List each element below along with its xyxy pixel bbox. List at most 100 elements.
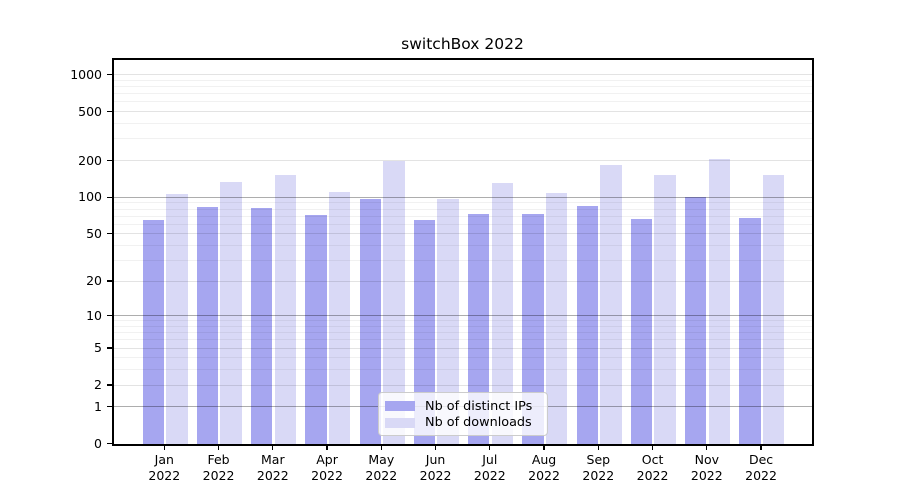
ytick-label-1000: 1000 — [70, 66, 102, 82]
gridline-minor-9 — [114, 320, 812, 322]
xtick-label-aug: Aug 2022 — [528, 451, 560, 484]
bar-distinct-ips-jan — [142, 219, 164, 444]
ytick-mark-0 — [106, 443, 112, 445]
xtick-mark-may — [380, 445, 382, 451]
gridline-50 — [114, 233, 812, 235]
legend-label-distinct-ips: Nb of distinct IPs — [425, 398, 533, 414]
bar-downloads-feb — [220, 181, 242, 444]
xtick-label-apr: Apr 2022 — [311, 451, 343, 484]
bar-downloads-jul — [491, 183, 514, 444]
gridline-500 — [114, 111, 812, 113]
ytick-mark-500 — [106, 111, 112, 113]
xtick-label-oct: Oct 2022 — [636, 451, 669, 484]
ytick-label-500: 500 — [78, 103, 102, 119]
bar-distinct-ips-dec — [739, 217, 761, 444]
xtick-mark-aug — [543, 445, 545, 451]
gridline-minor-7 — [114, 332, 812, 334]
gridline-minor-800 — [114, 86, 812, 88]
xtick-mark-nov — [706, 445, 708, 451]
xtick-mark-sep — [597, 445, 599, 451]
bar-downloads-nov — [708, 158, 731, 444]
ytick-label-20: 20 — [86, 273, 102, 289]
gridline-5 — [114, 347, 812, 349]
ytick-mark-2 — [106, 384, 112, 386]
xtick-mark-jul — [489, 445, 491, 451]
xtick-mark-jan — [163, 445, 165, 451]
ytick-mark-50 — [106, 233, 112, 235]
bar-distinct-ips-apr — [305, 215, 327, 444]
bar-downloads-jan — [166, 194, 188, 444]
xtick-label-jan: Jan 2022 — [148, 451, 181, 484]
ytick-label-100: 100 — [78, 189, 102, 205]
bar-distinct-ips-aug — [522, 213, 544, 444]
legend-item-downloads: Nb of downloads — [385, 415, 539, 432]
ytick-label-50: 50 — [86, 225, 102, 241]
gridline-1000 — [114, 74, 812, 76]
xtick-mark-jun — [434, 445, 437, 451]
gridline-minor-40 — [114, 244, 812, 246]
legend-swatch-downloads — [385, 417, 415, 428]
ytick-label-5: 5 — [94, 340, 102, 356]
gridline-minor-6 — [114, 339, 812, 341]
bar-downloads-dec — [762, 175, 785, 444]
ytick-label-1: 1 — [94, 398, 102, 414]
ytick-label-0: 0 — [94, 435, 102, 451]
xtick-mark-oct — [651, 445, 654, 451]
ytick-mark-10 — [106, 315, 112, 317]
bar-distinct-ips-nov — [685, 197, 707, 444]
bar-downloads-aug — [545, 193, 568, 444]
ytick-label-10: 10 — [86, 307, 102, 323]
bar-downloads-may — [383, 161, 405, 444]
legend-swatch-distinct-ips — [385, 401, 415, 412]
gridline-minor-400 — [114, 123, 812, 125]
bar-downloads-sep — [600, 164, 622, 444]
xtick-label-nov: Nov 2022 — [690, 451, 723, 484]
legend-item-distinct-ips: Nb of distinct IPs — [385, 398, 539, 415]
legend: Nb of distinct IPs Nb of downloads — [378, 392, 548, 436]
ytick-mark-1 — [106, 406, 112, 408]
ytick-mark-1000 — [106, 74, 112, 76]
ytick-mark-5 — [106, 347, 112, 349]
xtick-label-sep: Sep 2022 — [582, 451, 615, 484]
gridline-200 — [114, 160, 812, 161]
gridline-minor-30 — [114, 259, 812, 261]
ytick-label-2: 2 — [94, 377, 102, 393]
xtick-label-jun: Jun 2022 — [419, 451, 452, 484]
gridline-minor-300 — [114, 138, 812, 140]
gridline-minor-80 — [114, 208, 812, 210]
bar-distinct-ips-may — [359, 199, 381, 444]
xtick-label-may: May 2022 — [365, 451, 398, 484]
gridline-minor-600 — [114, 101, 812, 103]
bar-downloads-jun — [437, 198, 459, 444]
xtick-label-dec: Dec 2022 — [745, 451, 777, 484]
ytick-label-200: 200 — [78, 152, 102, 168]
gridline-minor-700 — [114, 93, 812, 95]
chart-title: switchBox 2022 — [401, 35, 524, 53]
xtick-mark-feb — [217, 445, 220, 451]
gridline-minor-900 — [114, 79, 812, 81]
gridline-minor-60 — [114, 223, 812, 225]
gridline-100 — [114, 196, 812, 198]
gridline-minor-70 — [114, 215, 812, 217]
gridline-minor-8 — [114, 325, 812, 327]
gridline-minor-3 — [114, 369, 812, 371]
ytick-mark-200 — [106, 159, 112, 162]
ytick-mark-20 — [106, 280, 112, 282]
xtick-mark-dec — [760, 445, 762, 451]
gridline-minor-4 — [114, 357, 812, 359]
bar-distinct-ips-feb — [196, 207, 219, 444]
gridline-20 — [114, 280, 812, 282]
xtick-label-mar: Mar 2022 — [256, 451, 289, 484]
bar-downloads-oct — [654, 175, 676, 444]
bar-distinct-ips-mar — [251, 207, 273, 444]
xtick-label-jul: Jul 2022 — [473, 451, 506, 484]
gridline-minor-90 — [114, 202, 812, 204]
bar-distinct-ips-sep — [576, 205, 598, 444]
xtick-mark-apr — [326, 445, 328, 451]
plot-frame — [112, 57, 814, 446]
bar-distinct-ips-jul — [468, 213, 490, 444]
bar-downloads-apr — [328, 192, 351, 444]
bar-downloads-mar — [274, 175, 297, 444]
gridline-10 — [114, 315, 812, 317]
